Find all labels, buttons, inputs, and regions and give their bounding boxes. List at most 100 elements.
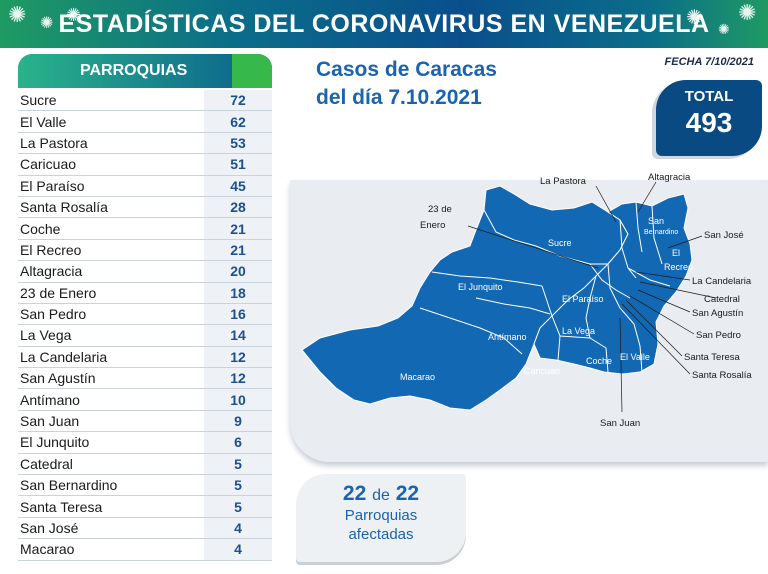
- parish-name: Altagracia: [20, 263, 83, 280]
- map-label-catedral: Catedral: [704, 294, 740, 305]
- parish-cases: 18: [230, 284, 246, 301]
- caracas-title: Casos de Caracas del día 7.10.2021: [316, 56, 516, 112]
- map-shapes: [301, 185, 693, 411]
- map-label-la-pastora: La Pastora: [540, 176, 587, 187]
- table-row: Santa Rosalía 28: [18, 197, 272, 219]
- map-label-santa-rosalia: Santa Rosalía: [692, 370, 752, 381]
- map-inner-labels: Sucre El Junquito El Paraíso La Vega Ant…: [400, 216, 693, 382]
- table-row: Macarao 4: [18, 539, 272, 561]
- parish-cases: 14: [230, 327, 246, 344]
- table-row: La Candelaria 12: [18, 347, 272, 369]
- parish-cases: 12: [230, 348, 246, 365]
- header-banner: ✺ ✺ ✺ ESTADÍSTICAS DEL CORONAVIRUS EN VE…: [0, 0, 768, 48]
- parish-cases: 5: [234, 477, 242, 494]
- parish-cases: 45: [230, 177, 246, 194]
- parish-cases: 12: [230, 370, 246, 387]
- affected-total: 22: [395, 482, 420, 505]
- parish-name: San Bernardino: [20, 477, 118, 494]
- table-row: San Agustín 12: [18, 368, 272, 390]
- caracas-map: La Pastora Altagracia 23 de Enero San Jo…: [301, 172, 752, 429]
- map-label-san-jose: San José: [704, 230, 744, 241]
- virus-icon: ✺: [738, 0, 757, 25]
- table-row: Catedral 5: [18, 454, 272, 476]
- parish-name: Macarao: [20, 541, 75, 558]
- map-label-caricuao: Caricuao: [524, 366, 560, 376]
- parish-cases: 20: [230, 263, 246, 280]
- caracas-title-line2: del día 7.10.2021: [316, 86, 482, 109]
- affected-of-word: de: [372, 487, 390, 504]
- parish-name: El Junquito: [20, 434, 90, 451]
- parish-name: San Juan: [20, 413, 80, 430]
- parish-cases: 4: [234, 520, 242, 536]
- parish-cases: 72: [230, 92, 246, 109]
- parish-name: La Candelaria: [20, 348, 108, 365]
- parish-name: San Pedro: [20, 306, 87, 323]
- map-label-el-recreo-2: Recreo: [664, 262, 693, 272]
- map-label-la-candelaria: La Candelaria: [692, 276, 752, 287]
- virus-icon: ✺: [8, 2, 27, 27]
- map-label-23-de-enero-2: Enero: [420, 220, 445, 231]
- table-row: San Juan 9: [18, 411, 272, 433]
- parish-name: Antímano: [20, 391, 80, 408]
- parish-name: Catedral: [20, 455, 73, 472]
- parish-cases: 16: [230, 306, 246, 323]
- parish-name: El Valle: [20, 113, 67, 130]
- map-label-san-bernardino-2: Bernardino: [644, 229, 678, 236]
- parish-name: Santa Rosalía: [20, 199, 108, 216]
- map-label-altagracia: Altagracia: [648, 172, 691, 183]
- virus-icon: ✺: [40, 15, 54, 32]
- virus-icon: ✺: [686, 7, 703, 29]
- parish-cases: 28: [230, 199, 246, 216]
- table-row: El Recreo 21: [18, 240, 272, 262]
- parish-cases: 5: [234, 498, 242, 515]
- parish-name: San Agustín: [20, 370, 96, 387]
- table-row: La Vega 14: [18, 325, 272, 347]
- affected-line2: afectadas: [348, 526, 414, 543]
- table-row: La Pastora 53: [18, 133, 272, 155]
- table-row: Antímano 10: [18, 389, 272, 411]
- table-header: PARROQUIAS: [18, 54, 272, 88]
- map-borders: [419, 201, 671, 373]
- parish-cases: 53: [230, 134, 246, 151]
- virus-icon: ✺: [718, 21, 730, 37]
- table-row: Coche 21: [18, 218, 272, 240]
- table-row: San Pedro 16: [18, 304, 272, 326]
- parish-name: San José: [20, 520, 79, 536]
- table-row: Santa Teresa 5: [18, 496, 272, 518]
- banner-title: ESTADÍSTICAS DEL CORONAVIRUS EN VENEZUEL…: [58, 10, 710, 38]
- parishes-affected-box: 22 de 22 Parroquias afectadas: [296, 474, 466, 562]
- map-label-el-junquito: El Junquito: [458, 282, 503, 292]
- affected-count: 22: [342, 482, 367, 505]
- parish-name: La Vega: [20, 327, 72, 344]
- table-row: Caricuao 51: [18, 154, 272, 176]
- map-label-el-paraiso: El Paraíso: [562, 294, 604, 304]
- parish-name: Coche: [20, 220, 61, 237]
- map-label-coche: Coche: [586, 356, 612, 366]
- map-label-el-recreo-1: El: [672, 248, 680, 258]
- parish-cases: 4: [234, 541, 242, 558]
- table-row: El Paraíso 45: [18, 176, 272, 197]
- parish-name: El Paraíso: [20, 177, 85, 194]
- parish-cases: 6: [234, 434, 242, 451]
- map-label-san-agustin: San Agustín: [692, 308, 743, 319]
- parish-cases: 5: [234, 455, 242, 472]
- map-label-san-juan: San Juan: [600, 418, 640, 429]
- parish-cases: 51: [230, 156, 246, 173]
- map-label-sucre: Sucre: [548, 238, 572, 248]
- map-outer-labels: La Pastora Altagracia 23 de Enero San Jo…: [420, 172, 752, 429]
- map-label-la-vega: La Vega: [562, 326, 595, 336]
- parish-name: 23 de Enero: [20, 284, 97, 301]
- total-value: 493: [685, 107, 733, 138]
- parish-name: Santa Teresa: [20, 498, 103, 515]
- map-label-santa-teresa: Santa Teresa: [684, 352, 741, 363]
- parish-cases: 9: [234, 413, 242, 430]
- map-label-san-bernardino-1: San: [648, 216, 664, 226]
- total-label: TOTAL: [684, 88, 734, 105]
- table-row: El Junquito 6: [18, 432, 272, 454]
- parish-cases: 21: [230, 241, 246, 258]
- affected-line1: Parroquias: [344, 507, 418, 524]
- map-region-east: [533, 193, 693, 375]
- table-header-label: PARROQUIAS: [80, 62, 188, 79]
- parish-cases: 21: [230, 220, 246, 237]
- parish-name: El Recreo: [20, 241, 82, 258]
